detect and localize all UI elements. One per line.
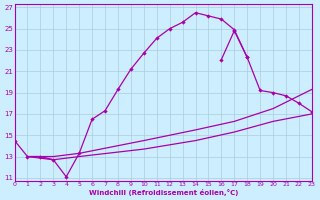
X-axis label: Windchill (Refroidissement éolien,°C): Windchill (Refroidissement éolien,°C) [89,189,238,196]
